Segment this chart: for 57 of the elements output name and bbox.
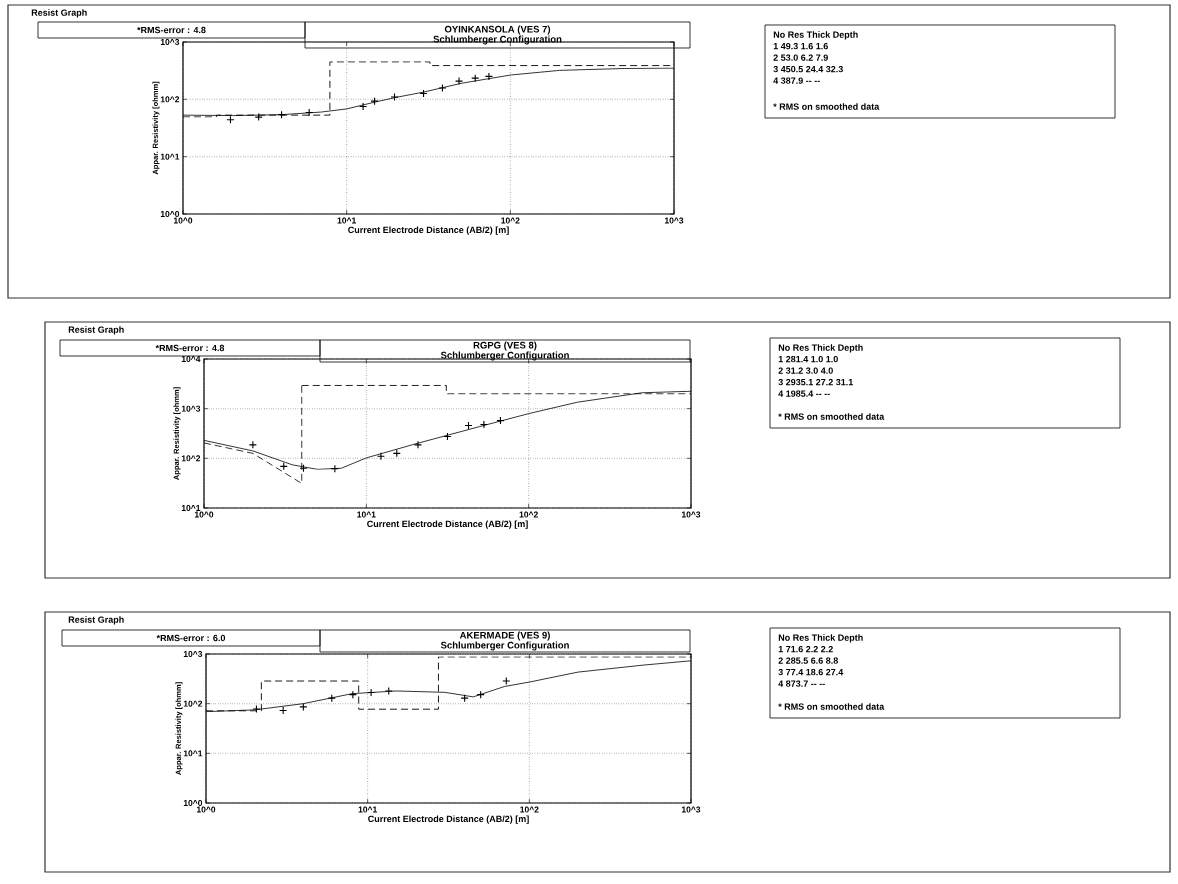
x-tick-label: 10^2 xyxy=(501,217,520,224)
text: 2 53.0 6.2 7.9 xyxy=(773,54,828,61)
y-tick-label: 10^1 xyxy=(181,504,201,511)
x-tick-label: 10^3 xyxy=(681,806,701,813)
text: * RMS on smoothed data xyxy=(778,413,885,420)
text: No Res Thick Depth xyxy=(778,634,863,643)
text: * RMS on smoothed data xyxy=(778,703,885,710)
text: *RMS-error : 4.8 xyxy=(137,26,206,34)
text: 4 1985.4 -- -- xyxy=(778,390,830,397)
y-tick-label: 10^2 xyxy=(160,96,180,103)
text: 1 71.6 2.2 2.2 xyxy=(778,645,833,653)
x-tick-label: 10^0 xyxy=(173,217,193,224)
chart-title: AKERMADE (VES 9) xyxy=(459,631,550,641)
x-tick-label: 10^0 xyxy=(196,806,216,813)
chart-title: RGPG (VES 8) xyxy=(473,341,537,351)
chart-subtitle: Schlumberger Configuration xyxy=(433,35,562,45)
chart-subtitle: Schlumberger Configuration xyxy=(440,641,569,651)
text: Resist Graph xyxy=(31,9,87,18)
text: * RMS on smoothed data xyxy=(773,103,880,110)
text: 2 31.2 3.0 4.0 xyxy=(778,367,833,374)
x-tick-label: 10^2 xyxy=(520,806,539,813)
chart-title: OYINKANSOLA (VES 7) xyxy=(444,25,551,35)
y-tick-label: 10^3 xyxy=(181,405,201,412)
x-axis-title: Current Electrode Distance (AB/2) [m] xyxy=(367,520,528,529)
text: 3 450.5 24.4 32.3 xyxy=(773,65,843,73)
text: *RMS-error : 4.8 xyxy=(155,344,225,352)
y-tick-label: 10^2 xyxy=(183,700,203,707)
x-tick-label: 10^1 xyxy=(358,806,377,813)
text: 1 281.4 1.0 1.0 xyxy=(778,355,838,363)
y-tick-label: 10^0 xyxy=(183,800,203,806)
chart-subtitle: Schlumberger Configuration xyxy=(440,351,569,361)
text: 4 873.7 -- -- xyxy=(778,680,825,687)
y-tick-label: 10^3 xyxy=(160,38,180,45)
x-tick-label: 10^3 xyxy=(664,217,684,224)
text: No Res Thick Depth xyxy=(778,344,863,353)
y-tick-label: 10^3 xyxy=(183,650,203,658)
y-tick-label: 10^0 xyxy=(160,210,180,217)
x-tick-label: 10^3 xyxy=(681,511,701,518)
x-tick-label: 10^1 xyxy=(357,511,376,518)
y-tick-label: 10^4 xyxy=(181,355,201,362)
x-axis-title: Current Electrode Distance (AB/2) [m] xyxy=(348,226,509,235)
text: 1 49.3 1.6 1.6 xyxy=(773,42,828,50)
text: 3 2935.1 27.2 31.1 xyxy=(778,378,854,386)
text: 3 77.4 18.6 27.4 xyxy=(778,668,844,676)
text: 2 285.5 6.6 8.8 xyxy=(778,657,838,664)
text: Resist Graph xyxy=(68,326,124,335)
y-tick-label: 10^1 xyxy=(160,153,180,160)
text: *RMS-error : 6.0 xyxy=(156,634,226,642)
y-tick-label: 10^1 xyxy=(183,750,203,757)
x-axis-title: Current Electrode Distance (AB/2) [m] xyxy=(368,815,529,824)
text: No Res Thick Depth xyxy=(773,31,858,40)
x-tick-label: 10^0 xyxy=(194,511,214,518)
text: Resist Graph xyxy=(68,616,124,625)
x-tick-label: 10^1 xyxy=(337,217,356,224)
y-tick-label: 10^2 xyxy=(181,455,201,462)
x-tick-label: 10^2 xyxy=(519,511,538,518)
text: 4 387.9 -- -- xyxy=(773,77,820,84)
